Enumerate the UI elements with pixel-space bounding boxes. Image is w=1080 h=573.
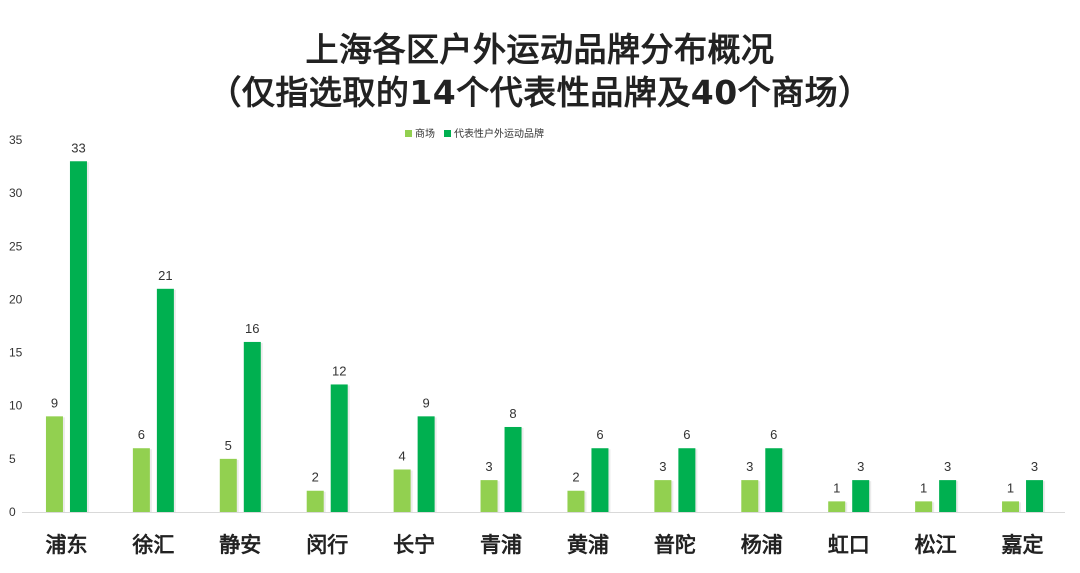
bar-mall	[915, 501, 933, 512]
x-tick-label: 静安	[219, 533, 261, 557]
bar-brand	[417, 416, 435, 512]
chart-subtitle: （仅指选取的14个代表性品牌及40个商场）	[208, 73, 872, 112]
data-label: 6	[138, 427, 145, 442]
data-label: 9	[423, 395, 430, 410]
data-label: 12	[332, 363, 346, 378]
x-tick-label: 浦东	[45, 533, 87, 557]
chart-title: 上海各区户外运动品牌分布概况	[305, 30, 775, 69]
x-tick-label: 青浦	[480, 533, 522, 557]
y-tick-label: 10	[9, 399, 23, 413]
bar-brand	[69, 161, 87, 512]
bar-mall	[741, 480, 759, 512]
bar-brand	[156, 288, 174, 512]
y-tick-label: 15	[9, 346, 23, 360]
bar-brand	[243, 341, 261, 512]
data-label: 3	[944, 459, 951, 474]
x-tick-label: 普陀	[654, 533, 696, 557]
y-tick-label: 25	[9, 239, 23, 253]
legend-swatch	[405, 130, 412, 137]
x-tick-label: 松江	[915, 533, 957, 557]
bar-brand	[1026, 480, 1044, 512]
data-label: 3	[485, 459, 492, 474]
title-block: 上海各区户外运动品牌分布概况 （仅指选取的14个代表性品牌及40个商场）	[0, 28, 1080, 114]
data-label: 3	[659, 459, 666, 474]
data-label: 16	[245, 321, 259, 336]
data-label: 9	[51, 395, 58, 410]
x-tick-label: 黄浦	[567, 533, 609, 557]
data-label: 21	[158, 268, 172, 283]
bar-mall	[219, 458, 237, 512]
legend-swatch	[444, 130, 451, 137]
bar-brand	[591, 448, 609, 512]
data-label: 33	[71, 140, 85, 155]
y-tick-label: 20	[9, 292, 23, 306]
data-label: 3	[746, 459, 753, 474]
data-label: 1	[920, 480, 927, 495]
legend: 商场 代表性户外运动品牌	[405, 127, 544, 140]
data-label: 3	[857, 459, 864, 474]
bar-mall	[480, 480, 498, 512]
y-tick-label: 30	[9, 186, 23, 200]
y-axis: 0 5 10 15 20 25 30 35	[9, 133, 23, 519]
bar-mall	[132, 448, 150, 512]
legend-label: 商场	[415, 127, 435, 140]
data-labels-group: 9 33 6 21 5 16 2 12 4 9 3 8 2 6 3 6 3 6 1 3 1 3 1 3	[51, 140, 1038, 495]
y-tick-label: 35	[9, 133, 23, 147]
y-tick-label: 5	[9, 452, 16, 466]
bar-mall	[654, 480, 672, 512]
bar-brand	[765, 448, 783, 512]
x-tick-label: 长宁	[393, 533, 435, 557]
x-axis: 浦东 徐汇 静安 闵行 长宁 青浦 黄浦 普陀 杨浦 虹口 松江 嘉定	[22, 512, 1065, 557]
bar-mall	[45, 416, 63, 512]
data-label: 8	[509, 406, 516, 421]
data-label: 2	[312, 470, 319, 485]
y-tick-label: 0	[9, 505, 16, 519]
data-label: 2	[572, 470, 579, 485]
bar-brand	[939, 480, 957, 512]
data-label: 6	[770, 427, 777, 442]
bar-mall	[1002, 501, 1020, 512]
bar-brand	[330, 384, 348, 512]
bar-mall	[567, 490, 585, 512]
data-label: 6	[683, 427, 690, 442]
bar-brand	[678, 448, 696, 512]
x-tick-label: 徐汇	[131, 533, 174, 557]
data-label: 4	[399, 448, 406, 463]
data-label: 6	[596, 427, 603, 442]
x-tick-label: 虹口	[828, 533, 870, 557]
data-label: 1	[833, 480, 840, 495]
data-label: 1	[1007, 480, 1014, 495]
bar-brand	[852, 480, 870, 512]
data-label: 5	[225, 438, 232, 453]
x-tick-label: 闵行	[306, 533, 348, 557]
x-tick-label: 杨浦	[741, 533, 783, 557]
legend-label: 代表性户外运动品牌	[454, 127, 544, 140]
bar-mall	[393, 469, 411, 512]
bar-brand	[504, 426, 522, 512]
data-label: 3	[1031, 459, 1038, 474]
bars-group	[45, 161, 1046, 513]
bar-mall	[306, 490, 324, 512]
x-tick-label: 嘉定	[1002, 533, 1044, 557]
bar-mall	[828, 501, 846, 512]
